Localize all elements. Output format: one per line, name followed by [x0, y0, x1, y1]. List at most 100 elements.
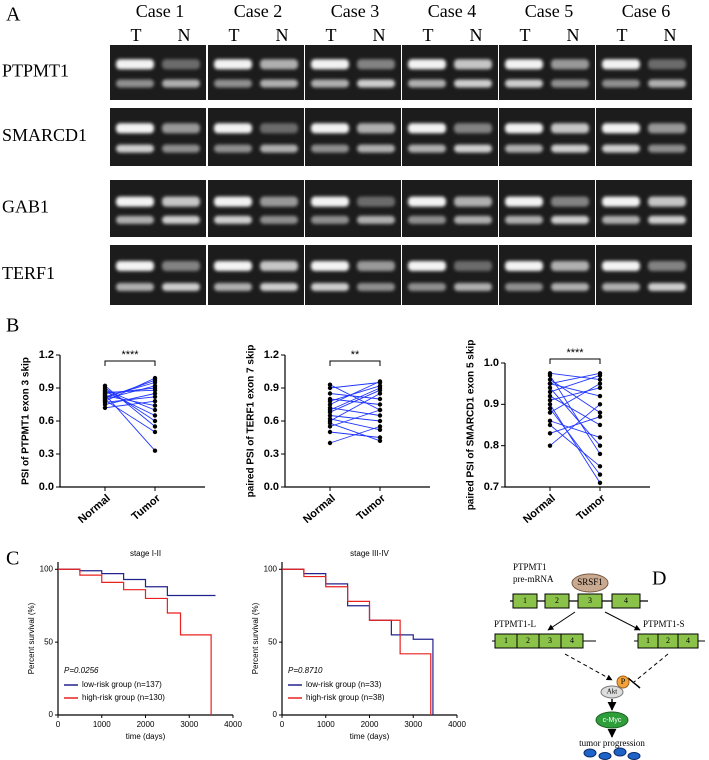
legend-label: high-risk group (n=38) — [306, 693, 385, 702]
gel-band — [551, 59, 589, 70]
gel-band — [648, 215, 686, 224]
lane-label: N — [178, 25, 191, 45]
survival-curve — [58, 568, 212, 715]
y-tick-label: 0.9 — [264, 382, 279, 394]
pair-line — [549, 372, 601, 380]
exon-label: 4 — [570, 636, 574, 645]
y-tick-label: 1.0 — [484, 357, 499, 369]
exon-label: 3 — [588, 596, 592, 605]
gel-image — [110, 108, 206, 166]
pair-line — [104, 400, 156, 409]
normal-point — [547, 422, 553, 428]
exon — [544, 593, 570, 609]
gel-band — [505, 215, 543, 224]
y-tick-label: 0.6 — [264, 415, 279, 427]
gel-band — [408, 215, 446, 224]
gel-band — [116, 261, 154, 271]
pair-line — [329, 418, 381, 431]
gel-band — [602, 79, 640, 88]
gel-band — [648, 123, 686, 134]
gel-band — [260, 283, 298, 291]
normal-point — [102, 389, 108, 394]
y-tick-label: 0.6 — [39, 415, 54, 427]
x-tick-label: Normal — [76, 492, 113, 526]
chart-title: stage I-II — [130, 549, 161, 558]
gel-band — [162, 144, 200, 153]
pair-line — [549, 387, 601, 446]
pair-line — [104, 393, 156, 405]
gel-band — [162, 59, 200, 70]
gel-image — [208, 108, 304, 166]
gel-background — [110, 245, 206, 305]
gel-band — [357, 261, 395, 271]
pair-line — [549, 416, 601, 434]
y-tick-label: 0.9 — [39, 382, 54, 394]
pair-line — [549, 387, 601, 401]
tumor-point — [597, 410, 603, 415]
gel-band — [116, 59, 154, 70]
normal-point — [327, 410, 333, 415]
case-label: Case 4 — [428, 1, 477, 21]
pair-line — [329, 422, 381, 442]
x-tick-label: 3000 — [404, 720, 422, 729]
y-axis-label: paired PSI of TERF1 exon 7 skip — [246, 345, 257, 498]
x-tick-label: 0 — [280, 720, 285, 729]
gel-image — [499, 180, 595, 237]
gel-background — [402, 108, 498, 166]
pair-line — [329, 431, 381, 438]
srsf1-shape — [571, 573, 609, 593]
gel-band — [648, 79, 686, 88]
lane-label: T — [520, 25, 531, 45]
gel-background — [208, 180, 304, 237]
gel-band — [408, 79, 446, 88]
exon — [577, 593, 603, 609]
gel-image — [596, 108, 692, 166]
tumor-point — [152, 394, 158, 399]
case-label: Case 3 — [331, 1, 380, 21]
gel-band — [408, 59, 446, 70]
x-axis-label: time (days) — [350, 732, 390, 741]
gel-band — [260, 59, 298, 70]
pair-line — [329, 380, 381, 405]
gel-band — [551, 144, 589, 153]
tumor-point — [152, 378, 158, 383]
normal-point — [102, 383, 108, 388]
gel-background — [208, 45, 304, 100]
exon-label: 2 — [555, 596, 559, 605]
gel-background — [499, 45, 595, 100]
gel-band — [357, 123, 395, 134]
myc-shape — [595, 711, 629, 729]
gene-label: PTPMT1 — [2, 61, 69, 81]
normal-point — [327, 413, 333, 418]
exon — [560, 633, 584, 649]
gel-image — [305, 45, 401, 100]
gel-band — [408, 196, 446, 207]
normal-point — [102, 393, 108, 398]
gel-band — [260, 196, 298, 207]
gel-background — [402, 45, 498, 100]
lane-label: T — [326, 25, 337, 45]
lane-label: T — [229, 25, 240, 45]
pair-line — [104, 395, 156, 407]
gel-band — [602, 196, 640, 207]
tumor-point — [597, 443, 603, 448]
gel-band — [162, 215, 200, 224]
gel-image — [305, 180, 401, 237]
normal-point — [327, 421, 333, 426]
gel-band — [311, 196, 349, 207]
gel-band — [505, 196, 543, 207]
tumor-point — [377, 424, 383, 429]
tumor-point — [377, 407, 383, 413]
pair-line — [104, 385, 156, 400]
pair-line — [329, 415, 381, 422]
normal-point — [547, 381, 553, 386]
gel-band — [551, 261, 589, 271]
gel-background — [596, 108, 692, 166]
gel-band — [214, 261, 252, 271]
tumor-point — [597, 381, 603, 386]
axis — [59, 355, 205, 488]
gel-band — [311, 283, 349, 291]
akt-shape — [600, 685, 624, 699]
tumor-point — [377, 435, 383, 440]
